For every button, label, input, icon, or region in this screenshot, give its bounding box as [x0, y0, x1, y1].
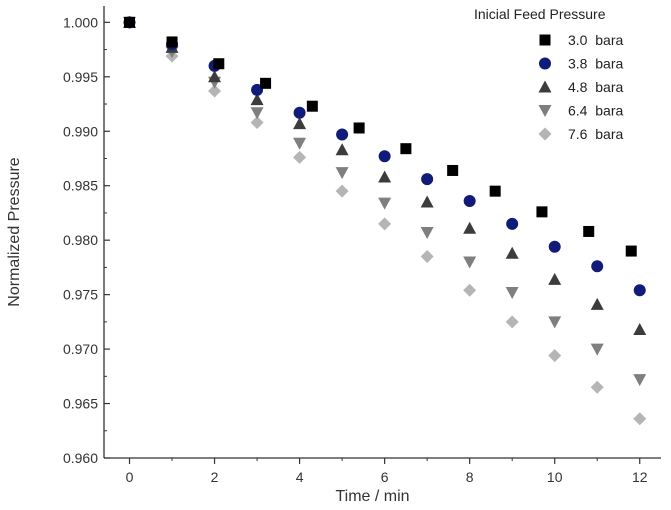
data-point — [463, 256, 476, 268]
series-5 — [123, 16, 646, 425]
data-point — [307, 101, 318, 112]
x-tick-label: 8 — [466, 469, 474, 485]
axes — [104, 6, 661, 458]
data-point — [591, 298, 604, 310]
legend-marker — [539, 81, 552, 93]
legend-marker — [539, 58, 551, 70]
y-tick-label: 1.000 — [63, 14, 98, 30]
data-point — [634, 284, 646, 296]
data-point — [506, 218, 518, 230]
data-point — [548, 273, 561, 285]
data-point — [379, 150, 391, 162]
data-point — [336, 143, 349, 155]
x-tick-label: 6 — [381, 469, 389, 485]
data-point — [421, 227, 434, 239]
data-point — [260, 78, 271, 89]
data-point — [421, 173, 433, 185]
data-point — [336, 167, 349, 179]
y-tick-label: 0.985 — [63, 178, 98, 194]
legend-label: 6.4 bara — [568, 103, 623, 119]
x-tick-label: 4 — [296, 469, 304, 485]
data-point — [591, 381, 604, 394]
data-point — [536, 206, 547, 217]
y-tick-label: 0.990 — [63, 123, 98, 139]
legend-marker — [540, 35, 551, 46]
data-point — [548, 316, 561, 328]
y-tick-label: 0.975 — [63, 287, 98, 303]
data-point — [293, 117, 306, 129]
data-point — [549, 241, 561, 253]
series-1 — [124, 17, 637, 257]
data-point — [400, 143, 411, 154]
data-point — [447, 165, 458, 176]
data-point — [591, 344, 604, 356]
data-point — [506, 315, 519, 328]
legend-label: 3.8 bara — [568, 56, 623, 72]
data-points — [123, 16, 646, 425]
data-point — [251, 107, 264, 119]
data-point — [583, 226, 594, 237]
legend-entry: 3.0 bara — [540, 32, 624, 48]
data-point — [464, 195, 476, 207]
data-point — [378, 198, 391, 210]
data-point — [354, 122, 365, 133]
data-point — [463, 284, 476, 297]
y-tick-label: 0.995 — [63, 69, 98, 85]
data-point — [490, 186, 501, 197]
data-point — [124, 17, 135, 28]
x-tick-label: 0 — [126, 469, 134, 485]
data-point — [213, 58, 224, 69]
x-axis-title: Time / min — [335, 488, 409, 505]
y-tick-label: 0.960 — [63, 450, 98, 466]
data-point — [548, 349, 561, 362]
data-point — [463, 222, 476, 234]
data-point — [336, 185, 349, 198]
legend-title: Inicial Feed Pressure — [474, 6, 606, 22]
data-point — [421, 196, 434, 208]
y-axis-title: Normalized Pressure — [6, 157, 23, 306]
y-tick-label: 0.980 — [63, 232, 98, 248]
legend: Inicial Feed Pressure 3.0 bara 3.8 bara 4.… — [474, 6, 623, 142]
data-point — [421, 250, 434, 263]
y-tick-label: 0.965 — [63, 396, 98, 412]
data-point — [633, 374, 646, 386]
data-point — [626, 246, 637, 257]
legend-label: 7.6 bara — [568, 126, 623, 142]
legend-entry: 6.4 bara — [539, 103, 624, 119]
data-point — [167, 36, 178, 47]
data-point — [293, 151, 306, 164]
legend-label: 4.8 bara — [568, 79, 623, 95]
data-point — [294, 107, 306, 119]
data-point — [591, 260, 603, 272]
data-point — [378, 170, 391, 182]
x-tick-label: 12 — [632, 469, 648, 485]
legend-entry: 3.8 bara — [539, 56, 623, 72]
x-tick-label: 10 — [547, 469, 563, 485]
legend-entry: 7.6 bara — [539, 126, 624, 142]
data-point — [506, 247, 519, 259]
ticks: 0.960 0.965 0.970 0.975 0.980 0.985 0.990 0.995… — [63, 14, 648, 485]
legend-marker — [539, 105, 552, 117]
data-point — [378, 217, 391, 230]
y-tick-label: 0.970 — [63, 341, 98, 357]
series-4 — [123, 17, 646, 386]
x-tick-label: 2 — [211, 469, 219, 485]
legend-label: 3.0 bara — [568, 32, 623, 48]
data-point — [633, 323, 646, 335]
legend-marker — [539, 128, 552, 141]
legend-entry: 4.8 bara — [539, 79, 624, 95]
data-point — [633, 412, 646, 425]
data-point — [506, 287, 519, 299]
data-point — [293, 138, 306, 150]
data-point — [336, 129, 348, 141]
data-point — [208, 70, 221, 82]
